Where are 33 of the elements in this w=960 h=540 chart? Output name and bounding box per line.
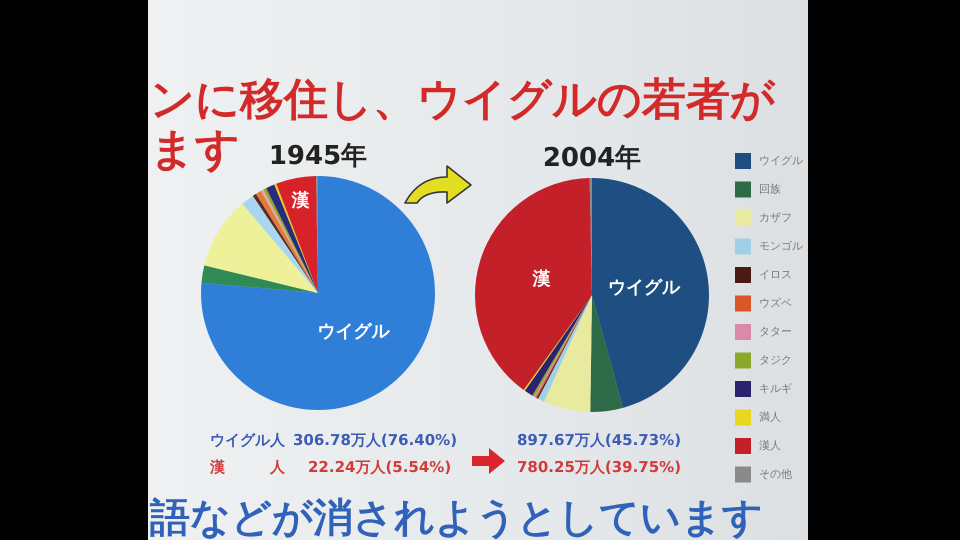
pie-slice [544,295,592,412]
slice-label: ウイグル [318,320,391,342]
pie-slice [590,295,624,412]
legend-label: タター [759,325,792,338]
text: ます [150,124,240,175]
legend-label: 漢人 [759,439,781,452]
text: 897.67万人(45.73%) [517,431,682,449]
text: 語などが消されようとしています [150,495,763,540]
text: ウイグル人 [210,431,285,449]
legend-label: 回族 [759,182,781,196]
legend-label: ウイグル [759,154,803,167]
slice-label: 漢 [290,190,310,212]
data-label: 漢 [532,268,551,290]
legend-label: ウズベ [759,296,792,310]
legend-label: その他 [759,468,792,480]
legend-label: 満人 [759,410,781,424]
pie-slice [201,176,435,410]
legend-label: タジク [759,354,792,366]
pie-slice [475,178,592,390]
text: 22.24万人(5.54%) [308,458,452,476]
legend-label: キルギ [759,382,792,395]
legend-label: イロス [759,268,792,281]
pie-slice [201,265,318,293]
legend-label: カザフ [759,211,792,224]
pie-slice [592,178,709,408]
chart-title: 1945年 [268,141,368,171]
text: 780.25万人(39.75%) [517,458,682,476]
legend-label: モンゴル [759,240,803,252]
text: 306.78万人(76.40%) [293,431,458,449]
chart-title: 2004年 [542,143,642,173]
data-label: ウイグル [608,276,682,298]
text: 漢 人 [210,458,285,476]
text: ンに移住し、ウイグルの若者が [150,74,775,125]
